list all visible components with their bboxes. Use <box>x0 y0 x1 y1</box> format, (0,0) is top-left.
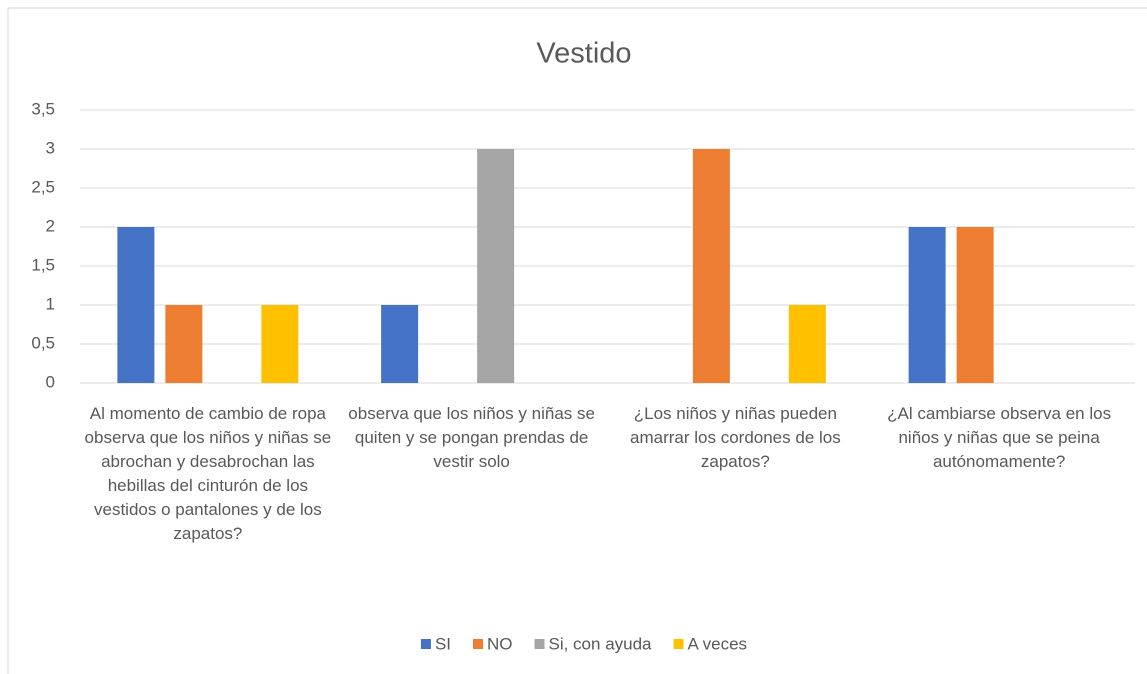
x-tick-label: ¿Los niños y niñas pueden amarrar los co… <box>630 404 841 471</box>
legend-label: A veces <box>688 634 748 653</box>
legend-label: Si, con ayuda <box>549 634 653 653</box>
chart-title: Vestido <box>536 38 631 70</box>
y-tick-label: 3,5 <box>31 99 55 118</box>
x-tick-label: Al momento de cambio de ropa observa que… <box>84 404 332 543</box>
bar <box>908 227 946 383</box>
legend-swatch <box>673 639 684 649</box>
y-tick-label: 0,5 <box>31 333 55 352</box>
bar <box>117 227 155 383</box>
x-tick-label: observa que los niños y niñas se quiten … <box>348 404 595 471</box>
legend-label: SI <box>435 634 451 653</box>
x-tick-label: ¿Al cambiarse observa en los niños y niñ… <box>887 404 1112 471</box>
y-tick-label: 1 <box>46 294 55 313</box>
legend-swatch <box>534 639 545 649</box>
legend-swatch <box>420 639 431 649</box>
y-tick-label: 1,5 <box>31 255 55 274</box>
bar <box>381 305 419 383</box>
bar <box>477 149 515 383</box>
bar <box>788 305 826 383</box>
legend-swatch <box>473 639 483 649</box>
bar <box>692 149 730 383</box>
legend-label: NO <box>487 634 513 653</box>
bar <box>165 305 203 383</box>
y-tick-label: 3 <box>46 138 55 157</box>
y-tick-label: 2 <box>46 216 55 235</box>
bar <box>956 227 994 383</box>
y-tick-label: 0 <box>46 372 55 391</box>
bar <box>261 305 299 383</box>
y-tick-label: 2,5 <box>31 177 55 196</box>
